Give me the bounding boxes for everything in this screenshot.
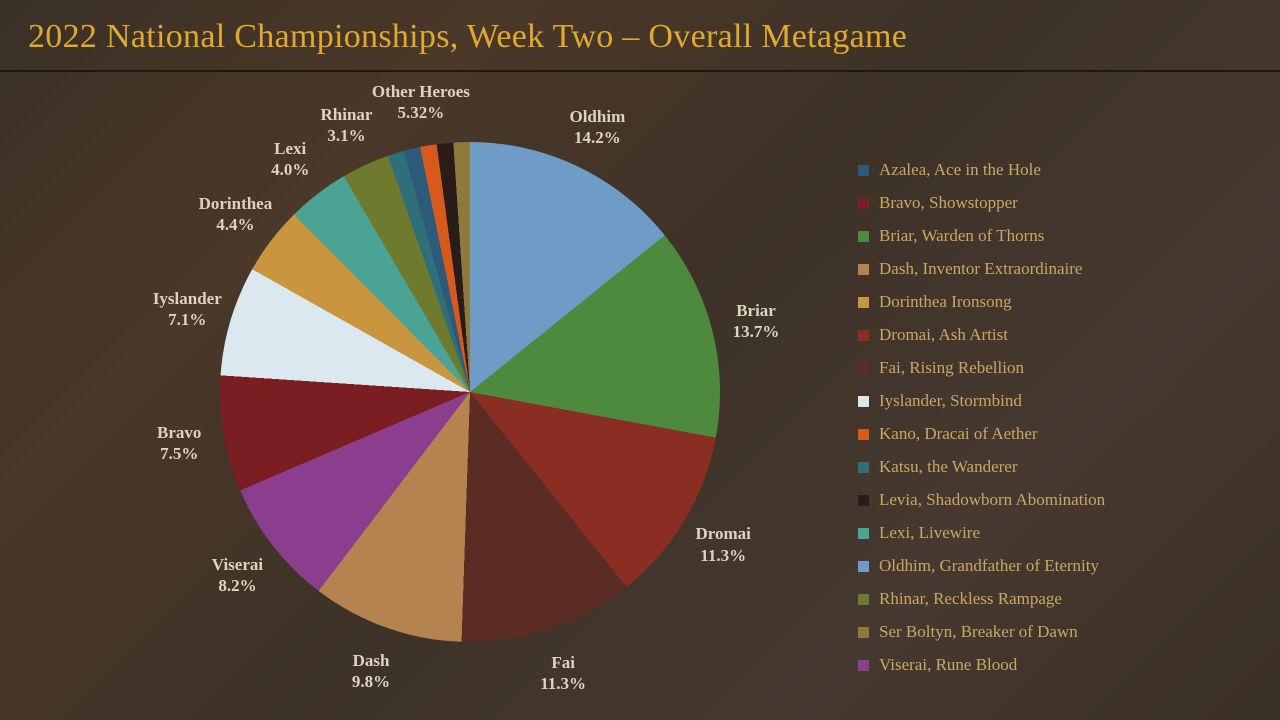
legend-label: Ser Boltyn, Breaker of Dawn bbox=[879, 622, 1078, 642]
legend-label: Oldhim, Grandfather of Eternity bbox=[879, 556, 1099, 576]
legend-swatch bbox=[858, 231, 869, 242]
slice-name: Other Heroes bbox=[351, 81, 491, 102]
slice-name: Dorinthea bbox=[165, 193, 305, 214]
legend-item: Azalea, Ace in the Hole bbox=[858, 160, 1258, 180]
slice-label: Dromai11.3% bbox=[653, 523, 793, 566]
legend-label: Katsu, the Wanderer bbox=[879, 457, 1018, 477]
slice-value: 11.3% bbox=[653, 545, 793, 566]
legend-item: Dromai, Ash Artist bbox=[858, 325, 1258, 345]
slice-name: Dash bbox=[301, 650, 441, 671]
slice-label: Bravo7.5% bbox=[109, 422, 249, 465]
legend-swatch bbox=[858, 462, 869, 473]
legend-swatch bbox=[858, 363, 869, 374]
legend-item: Oldhim, Grandfather of Eternity bbox=[858, 556, 1258, 576]
legend: Azalea, Ace in the Hole Bravo, Showstoppe… bbox=[858, 160, 1258, 688]
content: Oldhim14.2%Briar13.7%Dromai11.3%Fai11.3%… bbox=[0, 72, 1280, 716]
legend-item: Viserai, Rune Blood bbox=[858, 655, 1258, 675]
legend-item: Fai, Rising Rebellion bbox=[858, 358, 1258, 378]
header: 2022 National Championships, Week Two – … bbox=[0, 0, 1280, 72]
legend-item: Dash, Inventor Extraordinaire bbox=[858, 259, 1258, 279]
pie-chart: Oldhim14.2%Briar13.7%Dromai11.3%Fai11.3%… bbox=[60, 82, 820, 702]
legend-label: Dash, Inventor Extraordinaire bbox=[879, 259, 1082, 279]
slice-name: Dromai bbox=[653, 523, 793, 544]
legend-swatch bbox=[858, 561, 869, 572]
legend-swatch bbox=[858, 264, 869, 275]
legend-swatch bbox=[858, 330, 869, 341]
slice-value: 13.7% bbox=[686, 321, 826, 342]
legend-item: Lexi, Livewire bbox=[858, 523, 1258, 543]
legend-label: Briar, Warden of Thorns bbox=[879, 226, 1044, 246]
legend-swatch bbox=[858, 198, 869, 209]
slice-value: 5.32% bbox=[351, 102, 491, 123]
slice-label: Dorinthea4.4% bbox=[165, 193, 305, 236]
slice-name: Briar bbox=[686, 300, 826, 321]
legend-label: Dromai, Ash Artist bbox=[879, 325, 1008, 345]
legend-item: Ser Boltyn, Breaker of Dawn bbox=[858, 622, 1258, 642]
legend-item: Levia, Shadowborn Abomination bbox=[858, 490, 1258, 510]
slice-label: Viserai8.2% bbox=[167, 554, 307, 597]
slice-value: 8.2% bbox=[167, 575, 307, 596]
slice-label: Fai11.3% bbox=[493, 652, 633, 695]
legend-item: Briar, Warden of Thorns bbox=[858, 226, 1258, 246]
slice-value: 3.1% bbox=[276, 125, 416, 146]
slice-value: 11.3% bbox=[493, 673, 633, 694]
legend-label: Viserai, Rune Blood bbox=[879, 655, 1017, 675]
legend-swatch bbox=[858, 165, 869, 176]
slice-value: 7.5% bbox=[109, 443, 249, 464]
legend-swatch bbox=[858, 429, 869, 440]
legend-label: Lexi, Livewire bbox=[879, 523, 980, 543]
slice-value: 4.4% bbox=[165, 214, 305, 235]
legend-swatch bbox=[858, 297, 869, 308]
slice-name: Viserai bbox=[167, 554, 307, 575]
slice-name: Oldhim bbox=[527, 106, 667, 127]
legend-label: Fai, Rising Rebellion bbox=[879, 358, 1024, 378]
slice-label: Iyslander7.1% bbox=[117, 288, 257, 331]
slice-value: 14.2% bbox=[527, 127, 667, 148]
legend-item: Rhinar, Reckless Rampage bbox=[858, 589, 1258, 609]
slice-name: Bravo bbox=[109, 422, 249, 443]
legend-item: Kano, Dracai of Aether bbox=[858, 424, 1258, 444]
legend-swatch bbox=[858, 660, 869, 671]
legend-item: Bravo, Showstopper bbox=[858, 193, 1258, 213]
slice-value: 4.0% bbox=[220, 159, 360, 180]
legend-swatch bbox=[858, 528, 869, 539]
legend-swatch bbox=[858, 627, 869, 638]
legend-label: Levia, Shadowborn Abomination bbox=[879, 490, 1105, 510]
slice-value: 9.8% bbox=[301, 671, 441, 692]
legend-label: Iyslander, Stormbind bbox=[879, 391, 1022, 411]
legend-swatch bbox=[858, 396, 869, 407]
slice-label: Dash9.8% bbox=[301, 650, 441, 693]
legend-item: Katsu, the Wanderer bbox=[858, 457, 1258, 477]
legend-label: Kano, Dracai of Aether bbox=[879, 424, 1038, 444]
legend-label: Dorinthea Ironsong bbox=[879, 292, 1012, 312]
slice-label: Other Heroes5.32% bbox=[351, 81, 491, 124]
legend-label: Rhinar, Reckless Rampage bbox=[879, 589, 1062, 609]
legend-label: Azalea, Ace in the Hole bbox=[879, 160, 1041, 180]
legend-label: Bravo, Showstopper bbox=[879, 193, 1018, 213]
legend-item: Dorinthea Ironsong bbox=[858, 292, 1258, 312]
legend-item: Iyslander, Stormbind bbox=[858, 391, 1258, 411]
legend-swatch bbox=[858, 495, 869, 506]
slice-label: Briar13.7% bbox=[686, 300, 826, 343]
slice-name: Iyslander bbox=[117, 288, 257, 309]
slice-name: Fai bbox=[493, 652, 633, 673]
slice-value: 7.1% bbox=[117, 309, 257, 330]
page-title: 2022 National Championships, Week Two – … bbox=[28, 18, 1252, 56]
slice-label: Oldhim14.2% bbox=[527, 106, 667, 149]
legend-swatch bbox=[858, 594, 869, 605]
